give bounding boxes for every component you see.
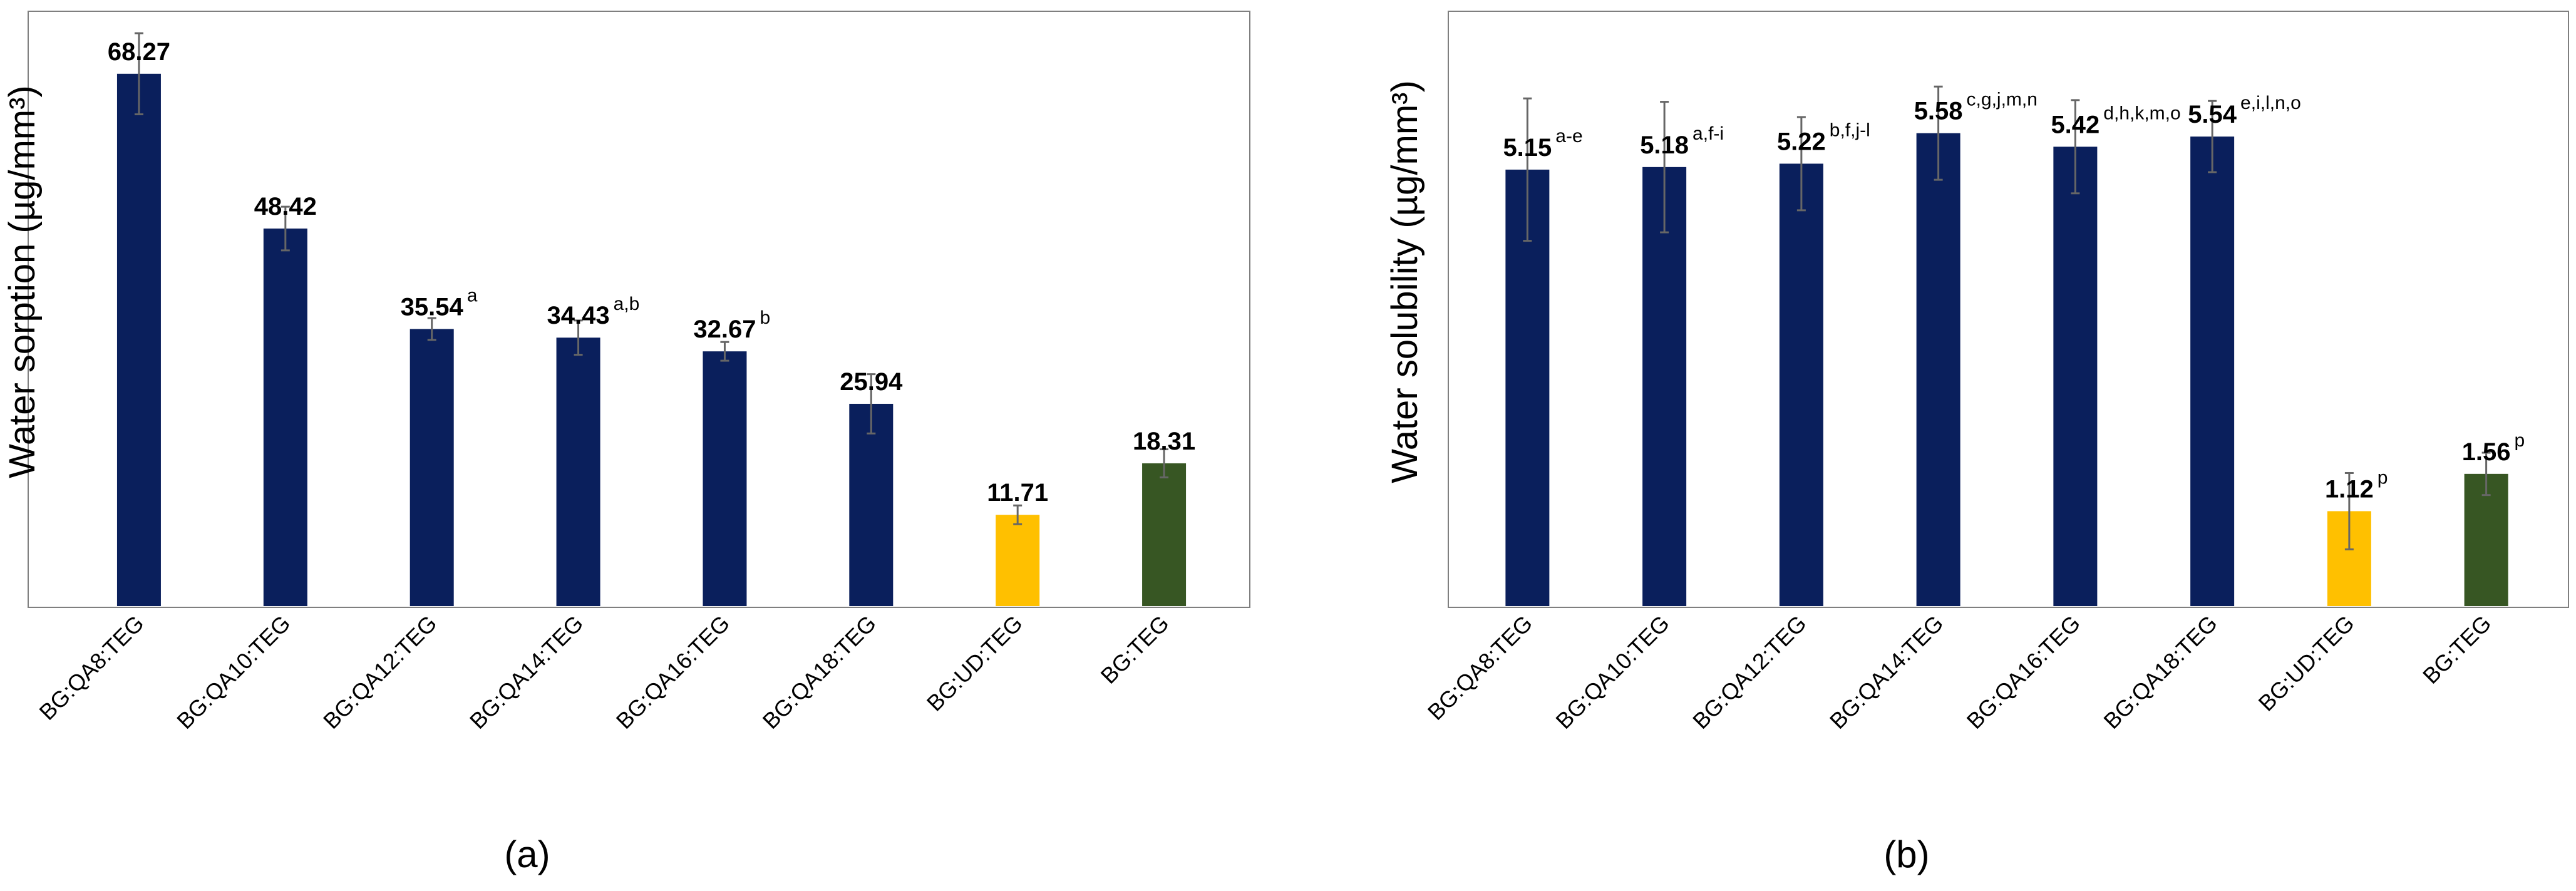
plot-frame — [1448, 11, 2569, 608]
significance-label: a-e — [1555, 126, 1582, 147]
error-bar-a-2 — [281, 205, 290, 252]
plot-frame — [28, 11, 1250, 608]
value-label: 5.18 — [1640, 131, 1689, 159]
category-tick-label: BG:QA14:TEG — [465, 610, 588, 734]
category-tick-label: BG:QA14:TEG — [1825, 610, 1948, 734]
value-label: 18.31 — [1133, 428, 1195, 455]
category-tick-label: BG:QA10:TEG — [1550, 610, 1674, 734]
value-label: 35.54 — [401, 293, 464, 321]
significance-label: p — [2378, 467, 2388, 488]
y-axis-label: Water solubility (µg/mm³) — [1384, 80, 1425, 483]
bar-b-1 — [1505, 169, 1550, 607]
bar-a-1 — [116, 73, 161, 607]
category-tick-label: BG:QA16:TEG — [611, 610, 734, 734]
significance-label: a,f-i — [1692, 123, 1724, 144]
error-bar-b-8 — [2481, 451, 2491, 497]
category-tick-label: BG:QA18:TEG — [758, 610, 881, 734]
bar-a-3 — [410, 329, 454, 606]
bar-b-3 — [1779, 163, 1823, 606]
panel-label: (b) — [1883, 833, 1929, 875]
bar-a-6 — [849, 403, 894, 606]
panel-a-chart: Water sorption (µg/mm³) 68.27 BG:QA8:TEG 48… — [2, 11, 1250, 875]
value-label: 32.67 — [693, 316, 756, 343]
category-tick-label: BG:QA10:TEG — [172, 610, 295, 734]
significance-label: a — [467, 285, 478, 306]
category-tick-label: BG:QA12:TEG — [318, 610, 441, 734]
bar-b-2 — [1642, 167, 1687, 606]
category-tick-label: BG:TEG — [2418, 610, 2496, 689]
bar-a-4 — [556, 337, 600, 606]
value-label: 1.12 — [2325, 475, 2374, 503]
category-tick-label: BG:TEG — [1096, 610, 1174, 689]
value-label: 5.58 — [1914, 98, 1963, 125]
value-label: 5.42 — [2051, 111, 2099, 138]
error-bar-a-4 — [574, 319, 583, 356]
significance-label: p — [2515, 430, 2525, 451]
bar-b-5 — [2053, 147, 2098, 606]
error-bar-b-4 — [1934, 85, 1943, 181]
value-label: 34.43 — [547, 302, 610, 329]
value-label: 11.71 — [987, 479, 1048, 507]
significance-label: a,b — [614, 294, 640, 314]
bar-b-4 — [1916, 133, 1960, 607]
error-bar-b-7 — [2344, 471, 2354, 550]
y-axis-label: Water sorption (µg/mm³) — [2, 85, 43, 478]
error-bar-b-3 — [1796, 116, 1806, 212]
error-bar-a-8 — [1160, 448, 1169, 478]
error-bar-b-5 — [2071, 99, 2080, 195]
error-bar-b-1 — [1523, 97, 1532, 242]
category-tick-label: BG:QA12:TEG — [1687, 610, 1811, 734]
bar-a-2 — [263, 229, 307, 606]
value-label: 5.54 — [2188, 101, 2237, 128]
value-label: 1.56 — [2462, 438, 2511, 466]
bar-a-7 — [996, 515, 1040, 606]
significance-label: e,i,l,n,o — [2240, 93, 2301, 113]
value-label: 5.22 — [1777, 128, 1826, 155]
significance-label: b — [760, 307, 770, 328]
category-tick-label: BG:QA18:TEG — [2098, 610, 2222, 734]
value-label: 5.15 — [1503, 134, 1552, 162]
category-tick-label: BG:QA8:TEG — [1423, 610, 1537, 725]
panel-label: (a) — [504, 833, 550, 875]
bar-b-6 — [2190, 136, 2235, 606]
panel-b-chart: Water solubility (µg/mm³) 5.15 a-e BG:QA8:T… — [1384, 11, 2569, 875]
error-bar-a-5 — [720, 341, 729, 362]
error-bar-b-2 — [1660, 101, 1669, 234]
error-bar-a-3 — [427, 317, 436, 341]
category-tick-label: BG:QA8:TEG — [34, 610, 148, 725]
error-bar-a-1 — [134, 32, 143, 116]
significance-label: b,f,j-l — [1830, 120, 1870, 140]
error-bar-a-7 — [1013, 504, 1023, 525]
category-tick-label: BG:UD:TEG — [2254, 610, 2359, 716]
value-label: 48.42 — [254, 193, 317, 220]
value-label: 25.94 — [840, 368, 903, 396]
significance-label: d,h,k,m,o — [2103, 103, 2180, 123]
bar-a-5 — [703, 351, 747, 606]
significance-label: c,g,j,m,n — [1967, 90, 2038, 110]
bar-a-8 — [1142, 463, 1187, 606]
error-bar-b-6 — [2208, 100, 2217, 173]
category-tick-label: BG:QA16:TEG — [1962, 610, 2085, 734]
error-bar-a-6 — [867, 373, 876, 435]
value-label: 68.27 — [108, 38, 170, 66]
category-tick-label: BG:UD:TEG — [922, 610, 1028, 716]
